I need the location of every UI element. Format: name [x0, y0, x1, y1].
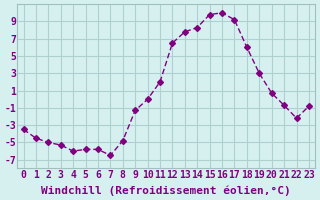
X-axis label: Windchill (Refroidissement éolien,°C): Windchill (Refroidissement éolien,°C) — [41, 185, 291, 196]
